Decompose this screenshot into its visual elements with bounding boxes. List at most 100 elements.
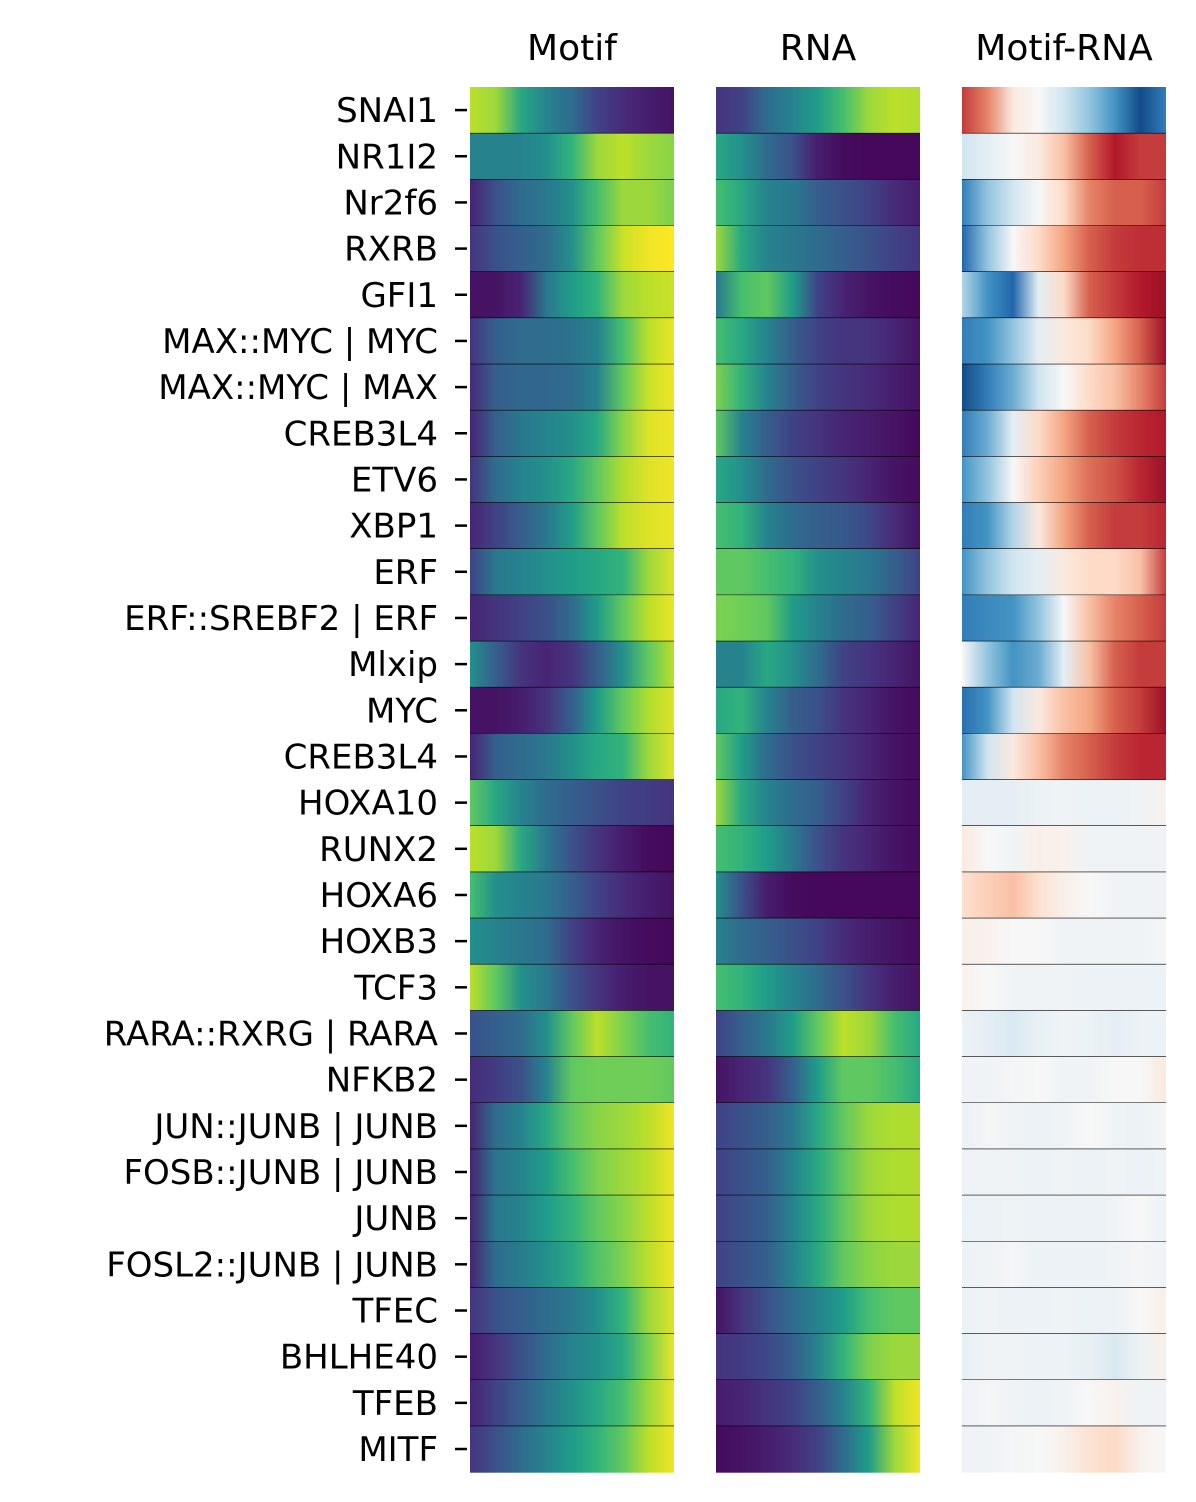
heat-row-motif-rna bbox=[962, 871, 1166, 919]
heat-row-motif-rna bbox=[962, 687, 1166, 734]
heat-row-rna bbox=[716, 641, 920, 688]
heat-row-rna bbox=[716, 1056, 920, 1104]
heat-row-motif bbox=[470, 87, 674, 134]
heat-row-motif bbox=[470, 641, 674, 688]
heat-row-motif-rna bbox=[962, 1241, 1166, 1289]
heat-row-motif bbox=[470, 410, 674, 457]
heat-row-motif-rna bbox=[962, 964, 1166, 1011]
row-label: ERF::SREBF2 | ERF bbox=[124, 599, 438, 639]
heat-row-motif bbox=[470, 1102, 674, 1150]
row-label: GFI1 bbox=[360, 276, 438, 316]
row-label: HOXB3 bbox=[320, 922, 438, 962]
heat-row-motif-rna bbox=[962, 133, 1166, 180]
heat-row-motif-rna bbox=[962, 364, 1166, 411]
heat-row-motif-rna bbox=[962, 271, 1166, 319]
row-label: NFKB2 bbox=[326, 1061, 438, 1101]
heat-row-motif bbox=[470, 1056, 674, 1104]
heat-row-motif bbox=[470, 1148, 674, 1196]
heat-row-rna bbox=[716, 1148, 920, 1196]
heat-row-motif-rna bbox=[962, 225, 1166, 273]
heat-row-motif bbox=[470, 271, 674, 319]
row-label: BHLHE40 bbox=[280, 1338, 438, 1378]
heat-row-motif-rna bbox=[962, 594, 1166, 642]
heat-row-rna bbox=[716, 87, 920, 134]
row-label: ERF bbox=[373, 553, 438, 593]
heat-row-motif bbox=[470, 687, 674, 734]
heat-row-rna bbox=[716, 271, 920, 319]
row-label: MAX::MYC | MYC bbox=[162, 322, 438, 362]
heat-row-rna bbox=[716, 594, 920, 642]
heat-row-motif bbox=[470, 733, 674, 781]
panel-titles: Motif RNA Motif-RNA bbox=[527, 28, 1153, 69]
heat-row-motif-rna bbox=[962, 641, 1166, 688]
row-label: XBP1 bbox=[349, 507, 438, 547]
heat-row-motif-rna bbox=[962, 1333, 1166, 1381]
heat-row-rna bbox=[716, 825, 920, 873]
heat-row-motif-rna bbox=[962, 918, 1166, 965]
heat-row-motif bbox=[470, 179, 674, 227]
row-label: TCF3 bbox=[353, 968, 438, 1008]
heat-row-motif-rna bbox=[962, 1195, 1166, 1242]
row-label: FOSB::JUNB | JUNB bbox=[123, 1153, 438, 1193]
heat-row-motif bbox=[470, 1010, 674, 1058]
heat-row-motif-rna bbox=[962, 1379, 1166, 1427]
heat-row-motif bbox=[470, 871, 674, 919]
heat-row-motif bbox=[470, 825, 674, 873]
heat-row-motif bbox=[470, 964, 674, 1011]
heat-cells bbox=[470, 87, 1166, 1473]
heat-row-motif-rna bbox=[962, 1148, 1166, 1196]
heat-row-rna bbox=[716, 687, 920, 734]
heat-row-rna bbox=[716, 918, 920, 965]
heat-row-rna bbox=[716, 225, 920, 273]
row-label: JUNB bbox=[352, 1199, 438, 1239]
heat-row-rna bbox=[716, 779, 920, 827]
heat-row-motif bbox=[470, 779, 674, 827]
heat-row-motif bbox=[470, 1241, 674, 1289]
row-label: TFEB bbox=[352, 1384, 438, 1424]
row-label: Mlxip bbox=[348, 645, 438, 685]
heat-row-rna bbox=[716, 1287, 920, 1335]
heat-row-motif bbox=[470, 133, 674, 180]
heat-row-rna bbox=[716, 1102, 920, 1150]
row-label: SNAI1 bbox=[336, 91, 438, 131]
row-label: RUNX2 bbox=[319, 830, 438, 870]
row-label: CREB3L4 bbox=[284, 737, 438, 777]
heat-row-motif bbox=[470, 548, 674, 596]
heat-row-motif-rna bbox=[962, 825, 1166, 873]
heat-row-motif bbox=[470, 918, 674, 965]
row-label: NR1I2 bbox=[336, 137, 438, 177]
row-label: MYC bbox=[366, 691, 438, 731]
row-label: MITF bbox=[358, 1430, 438, 1470]
heat-row-rna bbox=[716, 133, 920, 180]
row-dividers bbox=[470, 132, 1166, 1427]
heat-row-rna bbox=[716, 1195, 920, 1242]
heat-row-rna bbox=[716, 871, 920, 919]
heat-row-motif bbox=[470, 364, 674, 411]
row-label: Nr2f6 bbox=[343, 183, 438, 223]
heat-row-motif bbox=[470, 317, 674, 365]
heat-row-motif-rna bbox=[962, 317, 1166, 365]
heat-row-motif bbox=[470, 456, 674, 504]
heat-row-rna bbox=[716, 364, 920, 411]
heat-row-rna bbox=[716, 1241, 920, 1289]
heat-row-motif bbox=[470, 502, 674, 550]
heat-row-rna bbox=[716, 733, 920, 781]
heat-row-motif-rna bbox=[962, 87, 1166, 134]
heat-row-motif bbox=[470, 1333, 674, 1381]
heat-row-rna bbox=[716, 1379, 920, 1427]
heat-row-rna bbox=[716, 456, 920, 504]
row-label: HOXA6 bbox=[320, 876, 438, 916]
row-label: RARA::RXRG | RARA bbox=[104, 1014, 438, 1054]
heat-row-motif bbox=[470, 1195, 674, 1242]
heat-row-motif-rna bbox=[962, 1287, 1166, 1335]
heat-row-motif-rna bbox=[962, 779, 1166, 827]
heat-row-rna bbox=[716, 964, 920, 1011]
heat-row-rna bbox=[716, 317, 920, 365]
row-label: JUN::JUNB | JUNB bbox=[152, 1107, 438, 1147]
row-label: TFEC bbox=[351, 1292, 438, 1332]
heat-row-motif-rna bbox=[962, 179, 1166, 227]
panel-title-0: Motif bbox=[527, 28, 618, 69]
heat-row-motif-rna bbox=[962, 1010, 1166, 1058]
